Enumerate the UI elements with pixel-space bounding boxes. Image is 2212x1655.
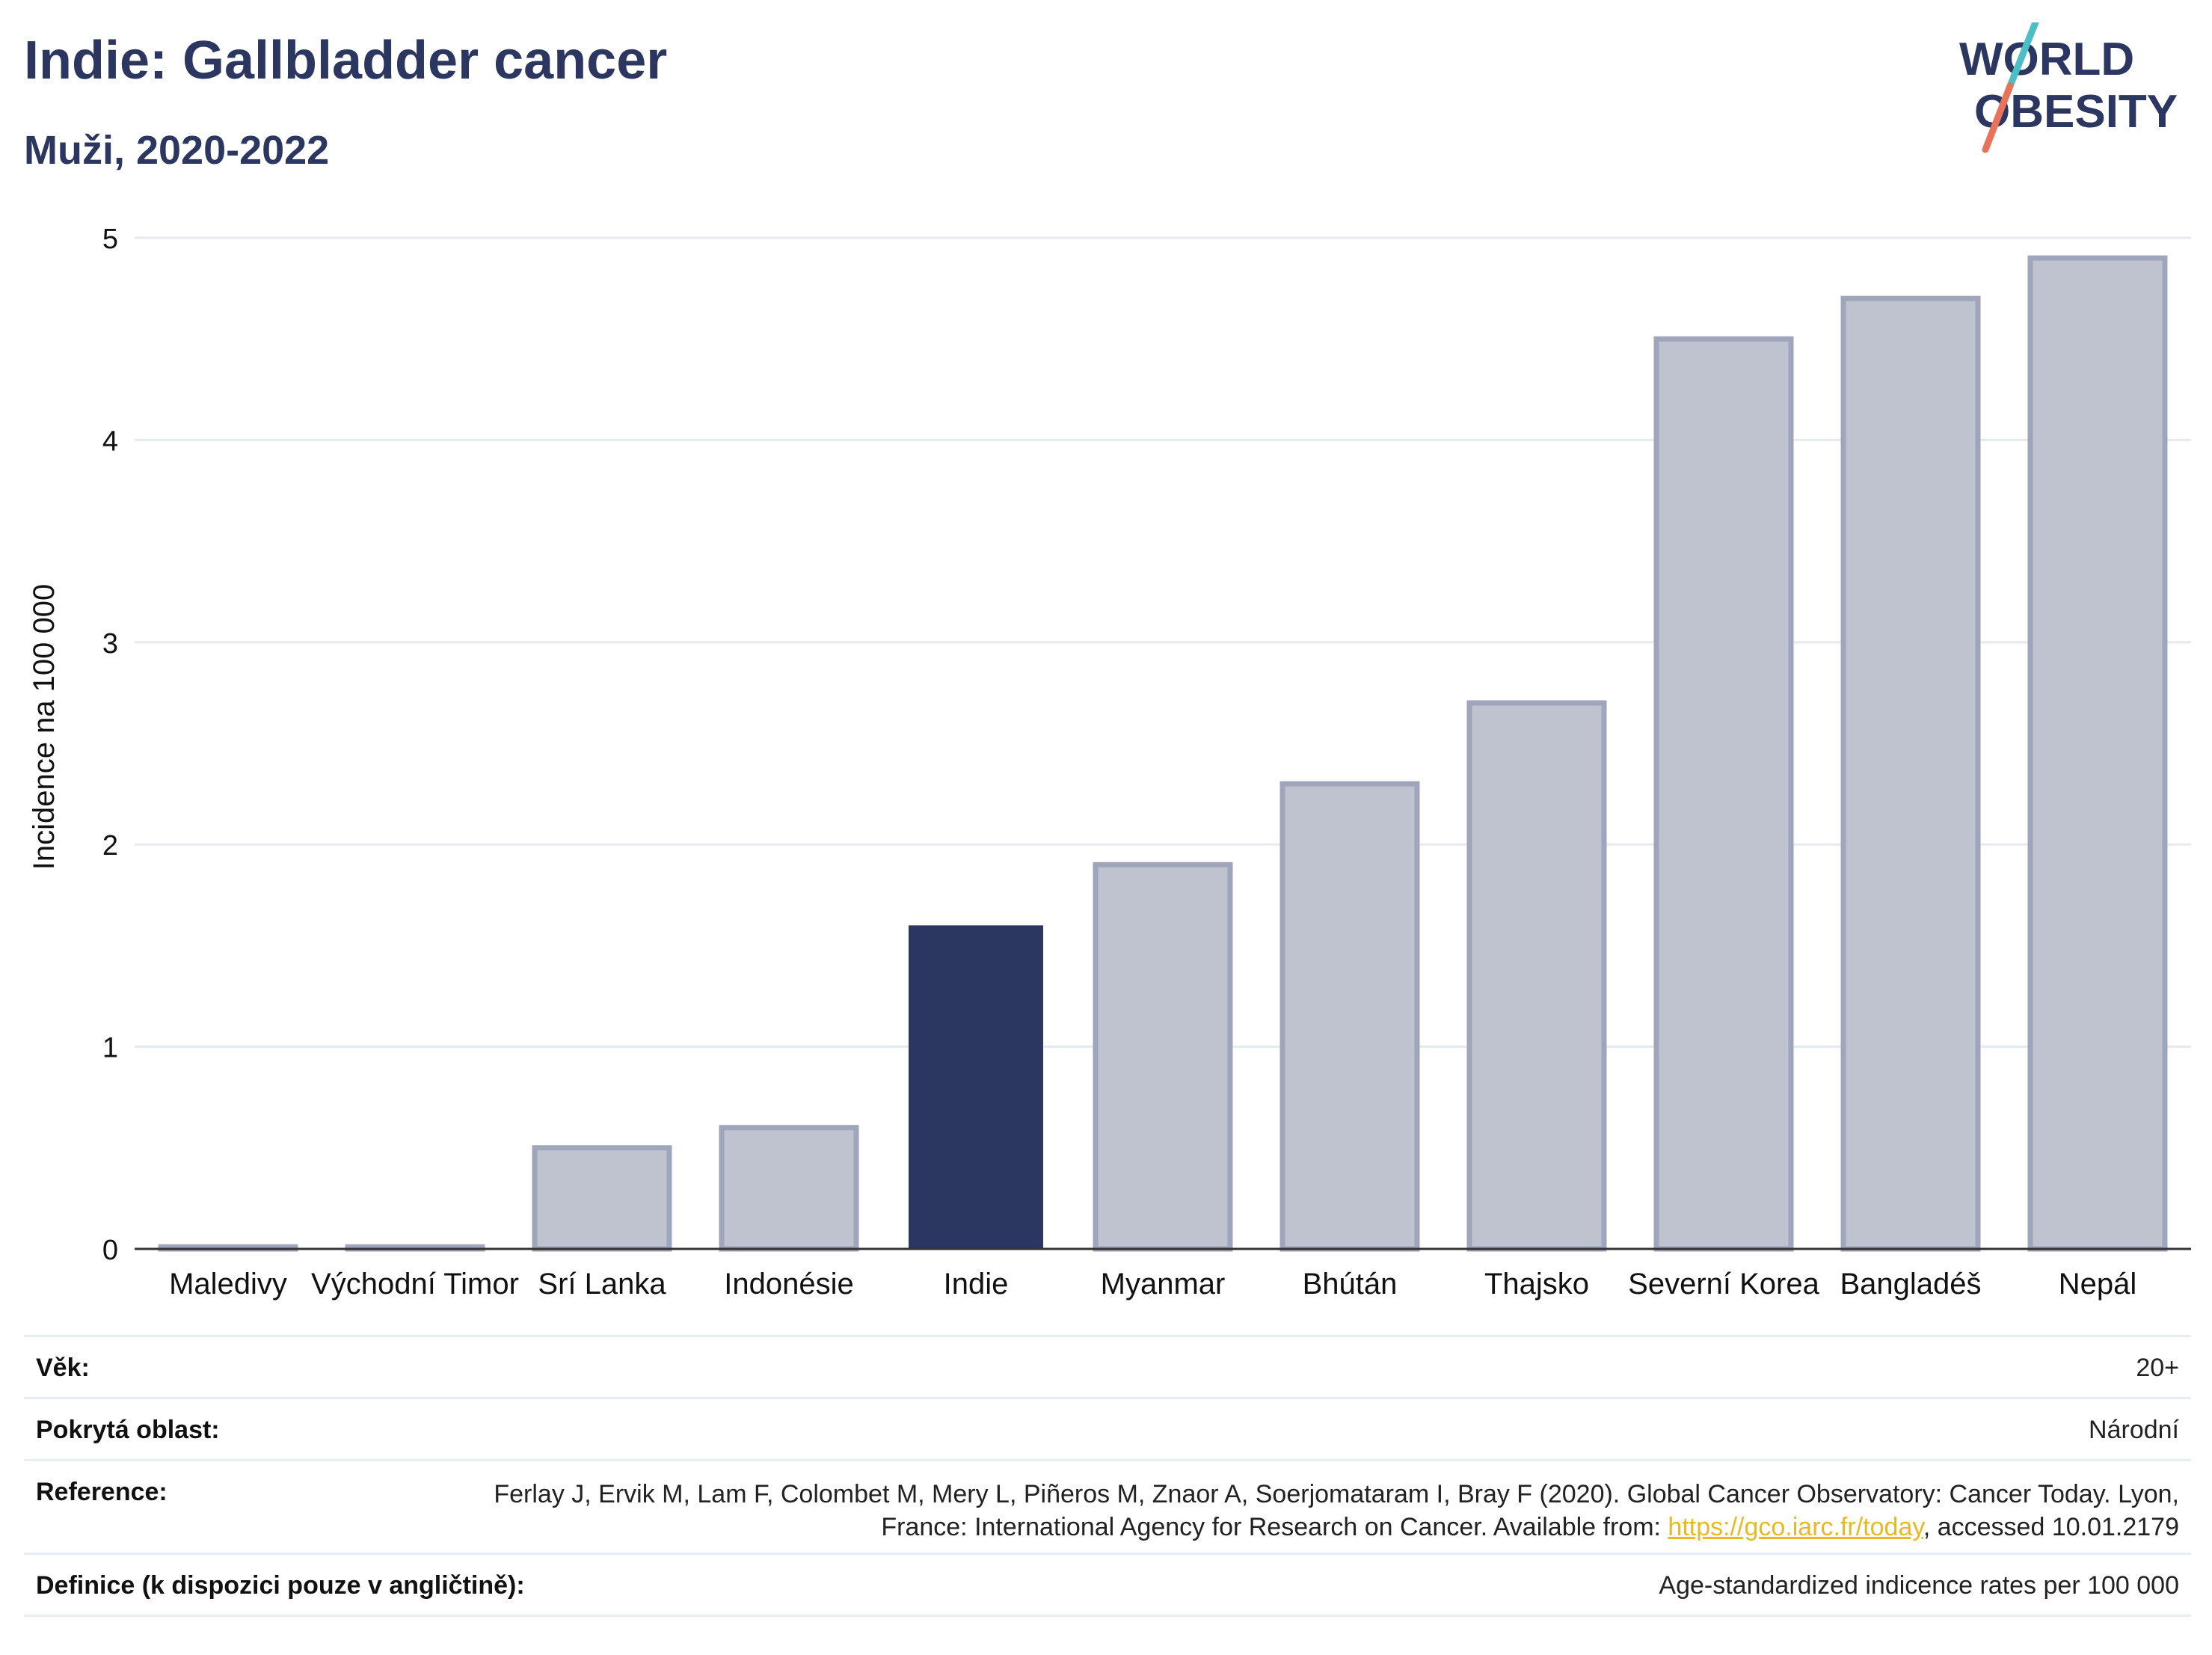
x-tick-label: Nepál	[2059, 1268, 2137, 1301]
info-row-area: Pokrytá oblast: Národní	[24, 1397, 2191, 1459]
definition-value: Age-standardized indicence rates per 100…	[1659, 1571, 2179, 1600]
bar-severn-korea	[1653, 336, 1794, 1252]
chart-subtitle: Muži, 2020-2022	[24, 128, 330, 173]
definition-label: Definice (k dispozici pouze v angličtině…	[36, 1571, 525, 1600]
x-tick-label: Severní Korea	[1628, 1268, 1819, 1301]
y-tick-label: 2	[102, 830, 118, 862]
bar-thajsko	[1466, 700, 1607, 1252]
x-tick-label: Indie	[944, 1268, 1009, 1301]
bar-sr-lanka	[532, 1145, 672, 1252]
age-label: Věk:	[36, 1354, 90, 1382]
reference-accessed: , accessed 10.01.2179	[1923, 1513, 2179, 1541]
logo-slash-bottom	[1982, 82, 2014, 153]
reference-link[interactable]: https://gco.iarc.fr/today	[1668, 1513, 1923, 1541]
bar-banglad-	[1840, 295, 1981, 1252]
y-tick-label: 0	[102, 1235, 118, 1266]
bar-indon-sie	[719, 1125, 859, 1252]
bar-myanmar	[1093, 862, 1233, 1252]
world-obesity-logo: WORLD OBESITY	[1959, 22, 2178, 153]
info-table: Věk: 20+ Pokrytá oblast: Národní Referen…	[24, 1335, 2191, 1617]
area-value: Národní	[2089, 1416, 2179, 1444]
x-tick-label: Bangladéš	[1840, 1268, 1981, 1301]
y-tick-label: 4	[102, 426, 118, 457]
area-label: Pokrytá oblast:	[36, 1416, 220, 1444]
info-row-age: Věk: 20+	[24, 1335, 2191, 1397]
bar-chart: 0 1 2 3 4 5 Maledivy Východní Timor Srí Lanka Ind…	[28, 224, 2191, 1301]
chart-title: Indie: Gallbladder cancer	[24, 31, 668, 90]
x-tick-label: Bhútán	[1303, 1268, 1398, 1301]
reference-value: Ferlay J, Ervik M, Lam F, Colombet M, Me…	[459, 1478, 2179, 1544]
y-tick-label: 1	[102, 1033, 118, 1064]
x-tick-label: Indonésie	[724, 1268, 853, 1301]
bar-nep-l	[2027, 255, 2168, 1252]
x-tick-label: Východní Timor	[311, 1268, 519, 1301]
x-tick-label: Maledivy	[169, 1268, 287, 1301]
y-tick-label: 3	[102, 628, 118, 660]
y-axis-label: Incidence na 100 000	[28, 584, 61, 871]
logo-slash-top	[2006, 22, 2039, 90]
x-tick-label: Myanmar	[1101, 1268, 1226, 1301]
info-row-reference: Reference: Ferlay J, Ervik M, Lam F, Col…	[24, 1459, 2191, 1553]
reference-text: Ferlay J, Ervik M, Lam F, Colombet M, Me…	[494, 1480, 2179, 1541]
x-tick-label: Thajsko	[1484, 1268, 1589, 1301]
age-value: 20+	[2136, 1354, 2179, 1382]
bars	[158, 255, 2168, 1252]
axes: 0 1 2 3 4 5 Maledivy Východní Timor Srí Lanka Ind…	[102, 224, 2191, 1301]
y-tick-label: 5	[102, 224, 118, 255]
x-tick-label: Srí Lanka	[538, 1268, 666, 1301]
logo-line1: WORLD	[1959, 34, 2134, 85]
bar-indie	[909, 925, 1043, 1249]
info-row-definition: Definice (k dispozici pouze v angličtině…	[24, 1553, 2191, 1617]
reference-label: Reference:	[36, 1478, 168, 1506]
bar-bh-t-n	[1279, 781, 1420, 1252]
